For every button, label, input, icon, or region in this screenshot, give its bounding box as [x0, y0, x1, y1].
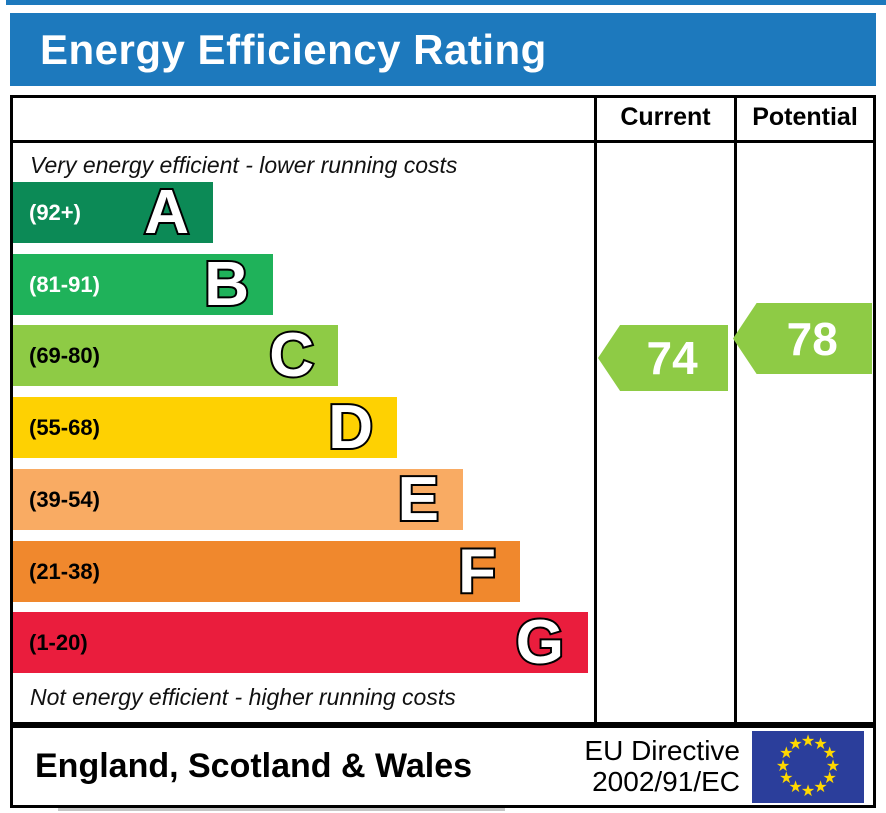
band-letter: B [202, 249, 251, 319]
table-header-divider [10, 140, 876, 143]
band-range-label: (92+) [29, 199, 81, 225]
band-letter: D [326, 392, 375, 462]
bottom-caption: Not energy efficient - higher running co… [30, 684, 456, 710]
eu-flag-star-icon: ★ [813, 779, 828, 797]
eu-directive-line1: EU Directive [584, 734, 740, 766]
current-rating-arrow: 74 [598, 325, 728, 391]
eu-flag-star-icon: ★ [779, 745, 794, 762]
band-range-label: (21-38) [29, 558, 100, 584]
top-border-line [6, 0, 886, 5]
page-title: Energy Efficiency Rating [40, 25, 547, 73]
eu-flag-icon: ★ ★ ★ ★ ★ ★ ★ ★ ★ ★ ★ ★ [752, 730, 864, 803]
eu-directive-line2: 2002/91/EC [592, 765, 740, 797]
eu-flag-star-icon: ★ [775, 757, 791, 775]
potential-rating-value: 78 [786, 312, 838, 365]
band-letter: A [142, 177, 191, 247]
band-range-label: (69-80) [29, 342, 100, 368]
band-letter: G [514, 607, 566, 677]
potential-rating-arrow: 78 [733, 303, 872, 374]
band-range-label: (55-68) [29, 414, 100, 440]
rating-band: (69-80) C [13, 320, 338, 390]
rating-band: (1-20) G [13, 607, 588, 677]
band-letter: E [396, 464, 441, 534]
region-label: England, Scotland & Wales [35, 747, 473, 785]
eu-flag-star-icon: ★ [788, 735, 803, 753]
potential-column-header: Potential [752, 103, 858, 131]
band-letter: C [267, 320, 316, 390]
eu-flag-star-icon: ★ [779, 770, 794, 787]
eu-flag-star-icon: ★ [825, 757, 841, 775]
top-caption: Very energy efficient - lower running co… [30, 152, 458, 178]
rating-band: (92+) A [13, 177, 213, 247]
rating-band: (55-68) D [13, 392, 397, 462]
eu-flag-star-icon: ★ [822, 745, 837, 762]
band-range-label: (1-20) [29, 629, 88, 655]
current-column-header: Current [620, 103, 711, 131]
eu-flag-star-icon: ★ [800, 782, 816, 800]
footer-bar: England, Scotland & Wales EU Directive 2… [10, 725, 876, 808]
current-column-divider [594, 95, 597, 725]
eu-directive-label: EU Directive 2002/91/EC [584, 734, 740, 798]
current-rating-value: 74 [646, 332, 698, 384]
rating-band: (21-38) F [13, 536, 520, 606]
band-letter: F [456, 536, 498, 606]
eu-flag-star-icon: ★ [788, 779, 803, 797]
eu-flag-star-icon: ★ [813, 735, 828, 753]
bottom-scan-artifact-line [58, 808, 505, 811]
header-bar: Energy Efficiency Rating [10, 13, 876, 86]
eu-flag-star-icon: ★ [822, 770, 837, 787]
band-range-label: (39-54) [29, 486, 100, 512]
potential-column-divider [734, 95, 737, 725]
rating-band: (81-91) B [13, 249, 273, 319]
rating-band: (39-54) E [13, 464, 463, 534]
band-range-label: (81-91) [29, 271, 100, 297]
eu-flag-star-icon: ★ [800, 732, 816, 750]
